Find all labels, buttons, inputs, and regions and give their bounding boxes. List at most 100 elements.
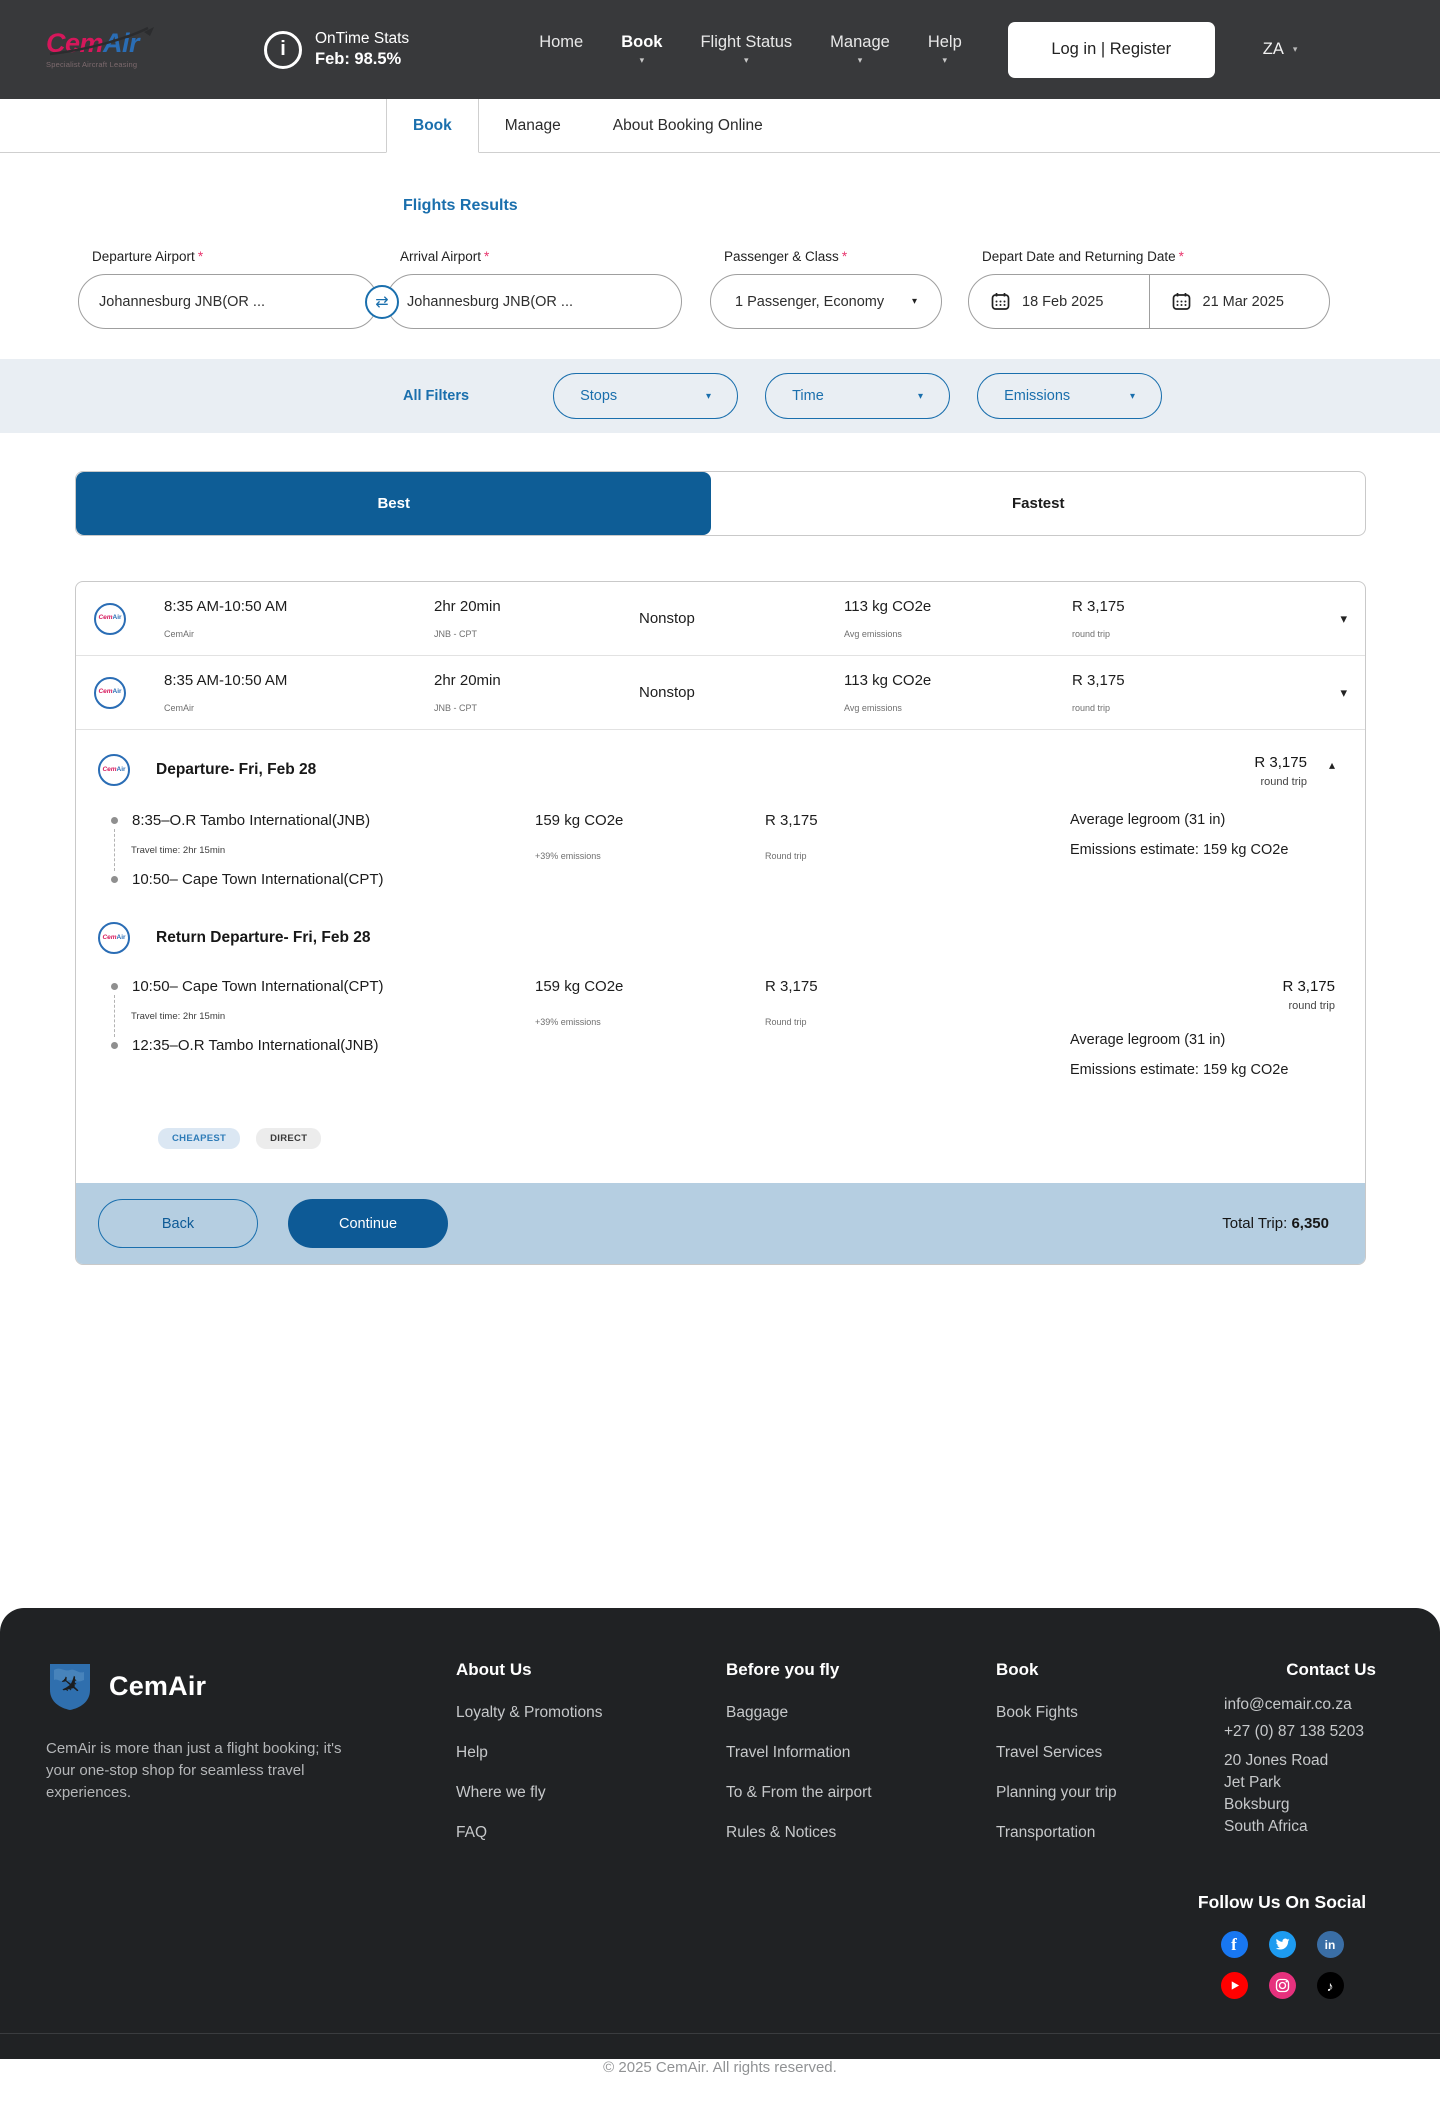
nav-item-manage[interactable]: Manage ▾ bbox=[830, 33, 890, 65]
calendar-icon bbox=[991, 293, 1010, 310]
footer-column-about-us: About Us Loyalty & Promotions Help Where… bbox=[456, 1660, 628, 1864]
logo-tagline: Specialist Aircraft Leasing bbox=[46, 60, 138, 70]
contact-email[interactable]: info@cemair.co.za bbox=[1224, 1696, 1352, 1713]
cemair-shield-logo-icon: ✈ bbox=[50, 1664, 90, 1710]
date-range-input: 18 Feb 2025 21 Mar 2025 bbox=[968, 274, 1330, 329]
youtube-icon[interactable] bbox=[1220, 1972, 1248, 1999]
departure-stop: 8:35–O.R Tambo International(JNB) bbox=[111, 812, 535, 829]
footer-link[interactable]: FAQ bbox=[456, 1824, 488, 1841]
outbound-header: CemAir Departure- Fri, Feb 28 R 3,175 ro… bbox=[76, 730, 1365, 792]
chevron-down-icon: ▾ bbox=[911, 296, 917, 307]
dates-label: Depart Date and Returning Date * bbox=[982, 249, 1184, 264]
direct-badge: DIRECT bbox=[256, 1128, 322, 1149]
footer-brand-name: CemAir bbox=[109, 1670, 207, 1701]
leg-details: Average legroom (31 in) Emissions estima… bbox=[1070, 812, 1289, 858]
nav-item-flight-status[interactable]: Flight Status ▾ bbox=[700, 33, 793, 65]
tiktok-icon[interactable]: ♪ bbox=[1316, 1972, 1344, 1999]
cemair-airline-logo-icon: CemAir bbox=[94, 602, 126, 635]
route-dot-icon bbox=[111, 876, 118, 883]
subnav-tab-about-booking-online[interactable]: About Booking Online bbox=[586, 99, 789, 153]
social-title: Follow Us On Social bbox=[1197, 1892, 1367, 1912]
departure-stop: 10:50– Cape Town International(CPT) bbox=[111, 978, 535, 995]
footer-link[interactable]: Help bbox=[456, 1744, 488, 1761]
dates-field: Depart Date and Returning Date * 18 Feb 2… bbox=[968, 249, 1330, 329]
arrival-airport-input[interactable]: Johannesburg JNB(OR ... bbox=[386, 274, 682, 329]
linkedin-icon[interactable]: in bbox=[1316, 1931, 1344, 1958]
footer-link[interactable]: Book Fights bbox=[996, 1704, 1078, 1721]
footer-link[interactable]: Travel Services bbox=[996, 1744, 1103, 1761]
main-nav: Home Book ▾ Flight Status ▾ Manage ▾ Help ▾ bbox=[539, 33, 962, 66]
footer-link[interactable]: Travel Information bbox=[726, 1744, 851, 1761]
ontime-value: Feb: 98.5% bbox=[315, 50, 402, 68]
twitter-icon[interactable] bbox=[1268, 1931, 1296, 1958]
nav-item-home[interactable]: Home bbox=[539, 33, 584, 51]
card-action-bar: Back Continue Total Trip: 6,350 bbox=[76, 1183, 1365, 1264]
ontime-title: OnTime Stats bbox=[315, 30, 410, 47]
passenger-class-select[interactable]: 1 Passenger, Economy ▾ bbox=[710, 274, 942, 329]
cemair-airline-logo-icon: CemAir bbox=[98, 922, 130, 954]
stops-filter-dropdown[interactable]: Stops ▾ bbox=[553, 373, 739, 419]
route-dot-icon bbox=[111, 983, 118, 990]
chevron-down-icon: ▾ bbox=[706, 390, 712, 402]
facebook-icon[interactable]: f bbox=[1220, 1931, 1248, 1958]
chevron-down-icon: ▾ bbox=[1130, 390, 1136, 402]
expand-chevron-icon[interactable]: ▾ bbox=[1340, 684, 1347, 700]
cemair-airline-logo-icon: CemAir bbox=[94, 676, 126, 709]
nav-item-help[interactable]: Help ▾ bbox=[927, 33, 962, 65]
contact-address: 20 Jones Road Jet Park Boksburg South Af… bbox=[1224, 1752, 1329, 1835]
cemair-airline-logo-icon: CemAir bbox=[98, 754, 130, 786]
footer-link[interactable]: To & From the airport bbox=[726, 1784, 872, 1801]
login-register-button[interactable]: Log in | Register bbox=[1007, 21, 1215, 78]
site-header: CemAir Specialist Aircraft Leasing i OnT… bbox=[0, 0, 1440, 99]
subnav-tab-book[interactable]: Book bbox=[386, 99, 479, 153]
route-dot-icon bbox=[111, 817, 118, 824]
required-asterisk: * bbox=[197, 249, 204, 264]
subnav-tab-manage[interactable]: Manage bbox=[478, 99, 587, 153]
departure-airport-input[interactable]: Johannesburg JNB(OR ... bbox=[78, 274, 378, 329]
collapse-chevron-icon[interactable]: ▴ bbox=[1328, 758, 1335, 772]
chevron-down-icon: ▾ bbox=[1292, 44, 1298, 54]
leg-details: R 3,175 round trip Average legroom (31 i… bbox=[1070, 978, 1335, 1078]
continue-button[interactable]: Continue bbox=[288, 1199, 448, 1248]
return-title: Return Departure- Fri, Feb 28 bbox=[156, 929, 371, 946]
flight-result-row[interactable]: CemAir 8:35 AM-10:50 AM CemAir 2hr 20min J… bbox=[76, 656, 1365, 730]
return-leg: 10:50– Cape Town International(CPT) Trav… bbox=[76, 958, 1365, 1102]
return-price: R 3,175 round trip bbox=[1282, 978, 1335, 1012]
footer-link[interactable]: Loyalty & Promotions bbox=[456, 1704, 603, 1721]
expanded-itinerary: CemAir Departure- Fri, Feb 28 R 3,175 ro… bbox=[76, 730, 1365, 1183]
back-button[interactable]: Back bbox=[98, 1199, 258, 1248]
return-date-input[interactable]: 21 Mar 2025 bbox=[1148, 275, 1330, 328]
chevron-down-icon: ▾ bbox=[942, 55, 948, 65]
swap-airports-button[interactable]: ⇄ bbox=[365, 284, 399, 319]
instagram-icon[interactable] bbox=[1268, 1972, 1296, 1999]
time-filter-dropdown[interactable]: Time ▾ bbox=[765, 373, 951, 419]
arrival-stop: 10:50– Cape Town International(CPT) bbox=[111, 871, 535, 888]
locale-selector[interactable]: ZA ▾ bbox=[1262, 40, 1298, 58]
outbound-price: R 3,175 round trip bbox=[1254, 754, 1307, 788]
cemair-logo[interactable]: CemAir Specialist Aircraft Leasing bbox=[46, 27, 176, 70]
booking-subnav: Book Manage About Booking Online bbox=[0, 99, 1440, 153]
chevron-down-icon: ▾ bbox=[639, 55, 645, 65]
footer-link[interactable]: Transportation bbox=[996, 1824, 1096, 1841]
footer-link[interactable]: Rules & Notices bbox=[726, 1824, 837, 1841]
footer-link[interactable]: Baggage bbox=[726, 1704, 789, 1721]
chevron-down-icon: ▾ bbox=[744, 55, 749, 65]
search-form: Departure Airport * Johannesburg JNB(OR .… bbox=[0, 249, 1440, 329]
sort-tab-best[interactable]: Best bbox=[76, 472, 712, 535]
flight-result-row[interactable]: CemAir 8:35 AM-10:50 AM CemAir 2hr 20min J… bbox=[76, 582, 1365, 656]
calendar-icon bbox=[1172, 293, 1190, 310]
expand-chevron-icon[interactable]: ▾ bbox=[1340, 610, 1347, 626]
chevron-down-icon: ▾ bbox=[857, 55, 863, 65]
passenger-class-label: Passenger & Class * bbox=[724, 249, 848, 264]
total-trip: Total Trip: 6,350 bbox=[1222, 1215, 1329, 1232]
footer-link[interactable]: Planning your trip bbox=[996, 1784, 1117, 1801]
contact-phone[interactable]: +27 (0) 87 138 5203 bbox=[1224, 1723, 1365, 1740]
emissions-filter-dropdown[interactable]: Emissions ▾ bbox=[977, 373, 1163, 419]
all-filters-link[interactable]: All Filters bbox=[403, 388, 470, 404]
nav-item-book[interactable]: Book ▾ bbox=[621, 33, 663, 65]
route-timeline: 10:50– Cape Town International(CPT) Trav… bbox=[111, 978, 535, 1092]
required-asterisk: * bbox=[1178, 249, 1184, 264]
footer-link[interactable]: Where we fly bbox=[456, 1784, 546, 1801]
sort-tab-fastest[interactable]: Fastest bbox=[1011, 495, 1065, 512]
depart-date-input[interactable]: 18 Feb 2025 bbox=[969, 275, 1149, 328]
